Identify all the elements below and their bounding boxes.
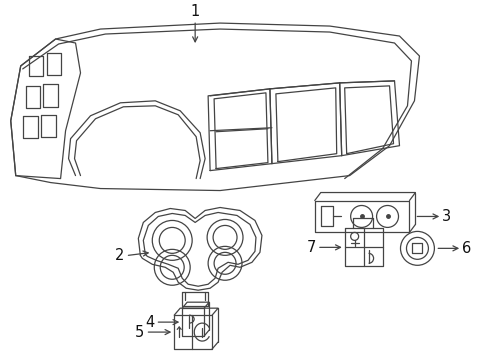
- Text: 5: 5: [135, 325, 144, 339]
- Text: 4: 4: [145, 315, 154, 330]
- Text: 7: 7: [306, 240, 315, 255]
- Text: 6: 6: [461, 241, 470, 256]
- Text: 2: 2: [115, 248, 124, 263]
- Text: 1: 1: [190, 4, 200, 19]
- Text: 3: 3: [442, 209, 450, 224]
